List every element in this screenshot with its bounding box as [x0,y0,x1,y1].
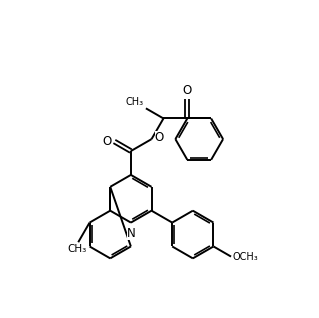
Text: OCH₃: OCH₃ [233,252,258,262]
Text: O: O [103,135,112,148]
Text: CH₃: CH₃ [67,244,86,254]
Text: O: O [155,131,164,144]
Text: CH₃: CH₃ [125,97,143,107]
Text: N: N [127,227,135,240]
Text: O: O [183,84,192,97]
